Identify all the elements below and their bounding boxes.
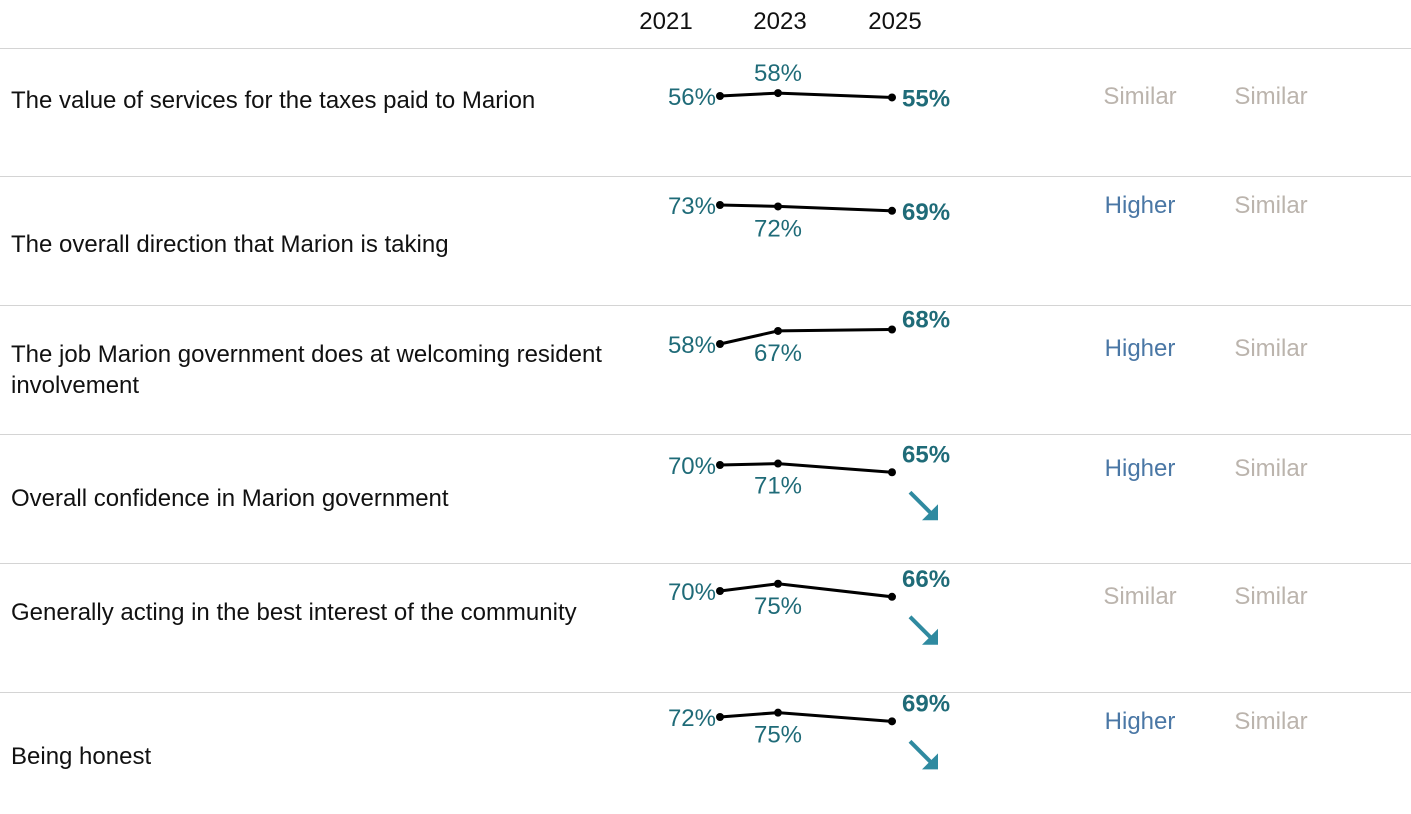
data-label-2023: 75% xyxy=(754,593,802,620)
data-label-2021: 73% xyxy=(668,193,716,220)
data-point-72 xyxy=(774,202,782,211)
data-point-68 xyxy=(888,325,896,334)
comparison-1: Similar xyxy=(1103,83,1177,110)
comparison-2: Similar xyxy=(1234,455,1308,482)
data-point-69 xyxy=(888,717,896,726)
data-point-55 xyxy=(888,93,896,102)
data-point-56 xyxy=(716,92,724,100)
data-label-2025: 69% xyxy=(902,199,950,226)
down-arrow-icon xyxy=(908,490,938,521)
row-divider xyxy=(0,305,1411,306)
data-label-2025: 65% xyxy=(902,441,950,468)
data-point-73 xyxy=(716,201,724,209)
comparison-2: Similar xyxy=(1234,708,1308,735)
comparison-1: Higher xyxy=(1104,192,1176,219)
comparison-2: Similar xyxy=(1234,83,1308,110)
row-divider xyxy=(0,563,1411,564)
year-label-2025: 2025 xyxy=(868,8,922,35)
row-divider xyxy=(0,434,1411,435)
year-header: 2021 2023 2025 xyxy=(0,8,1411,42)
data-point-70 xyxy=(716,461,724,469)
data-label-2023: 71% xyxy=(754,473,802,500)
row-label: Overall confidence in Marion government xyxy=(11,484,449,512)
data-point-58 xyxy=(774,89,782,98)
down-arrow-icon xyxy=(908,615,938,645)
data-label-2023: 58% xyxy=(754,60,802,87)
data-point-69 xyxy=(888,206,896,215)
comparison-1: Higher xyxy=(1104,708,1176,735)
year-label-2023: 2023 xyxy=(753,8,807,35)
data-label-2023: 72% xyxy=(754,215,802,242)
data-point-66 xyxy=(888,592,896,601)
data-label-2025: 55% xyxy=(902,85,950,112)
data-point-67 xyxy=(774,326,782,335)
data-label-2021: 72% xyxy=(668,705,716,732)
row-label: The value of services for the taxes paid… xyxy=(11,87,536,114)
data-label-2025: 69% xyxy=(902,690,950,717)
data-point-75 xyxy=(774,579,782,588)
data-label-2021: 56% xyxy=(668,84,716,111)
year-label-2021: 2021 xyxy=(639,8,693,35)
row-divider xyxy=(0,692,1411,693)
data-label-2021: 58% xyxy=(668,332,716,359)
comparison-1: Higher xyxy=(1104,335,1176,362)
comparison-2: Similar xyxy=(1234,335,1308,362)
data-point-58 xyxy=(716,340,724,348)
row-label: The overall direction that Marion is tak… xyxy=(11,230,449,258)
row-label: Generally acting in the best interest of… xyxy=(11,599,577,626)
comparison-1: Similar xyxy=(1103,583,1177,610)
data-label-2025: 66% xyxy=(902,566,950,593)
data-label-2025: 68% xyxy=(902,307,950,334)
data-point-70 xyxy=(716,587,724,595)
data-label-2023: 75% xyxy=(754,722,802,749)
row-divider xyxy=(0,48,1411,49)
data-point-65 xyxy=(888,468,896,477)
series-line xyxy=(719,711,893,723)
row-divider xyxy=(0,176,1411,177)
data-label-2021: 70% xyxy=(668,453,716,480)
data-label-2021: 70% xyxy=(668,579,716,606)
row-label: Being honest xyxy=(11,742,152,770)
comparison-2: Similar xyxy=(1234,583,1308,610)
down-arrow-icon xyxy=(908,739,938,770)
comparison-2: Similar xyxy=(1234,192,1308,219)
data-point-72 xyxy=(716,713,724,721)
data-point-71 xyxy=(774,459,782,468)
data-point-75 xyxy=(774,708,782,717)
row-label: The job Marion government does at welcom… xyxy=(11,341,602,399)
comparison-1: Higher xyxy=(1104,455,1176,482)
data-label-2023: 67% xyxy=(754,340,802,367)
